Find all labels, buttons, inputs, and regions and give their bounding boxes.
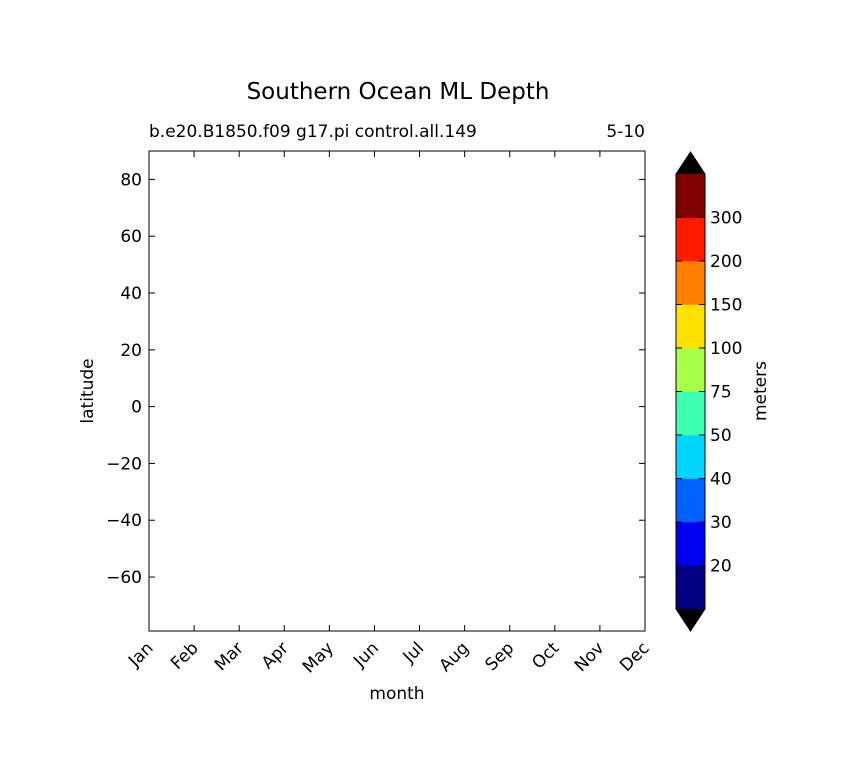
chart-subtitle-left: b.e20.B1850.f09 g17.pi control.all.149 [149,122,477,142]
plot-background [149,151,645,631]
plot-area [148,150,646,632]
chart-subtitle-right: 5-10 [606,122,645,142]
chart-title: Southern Ocean ML Depth [247,79,550,105]
